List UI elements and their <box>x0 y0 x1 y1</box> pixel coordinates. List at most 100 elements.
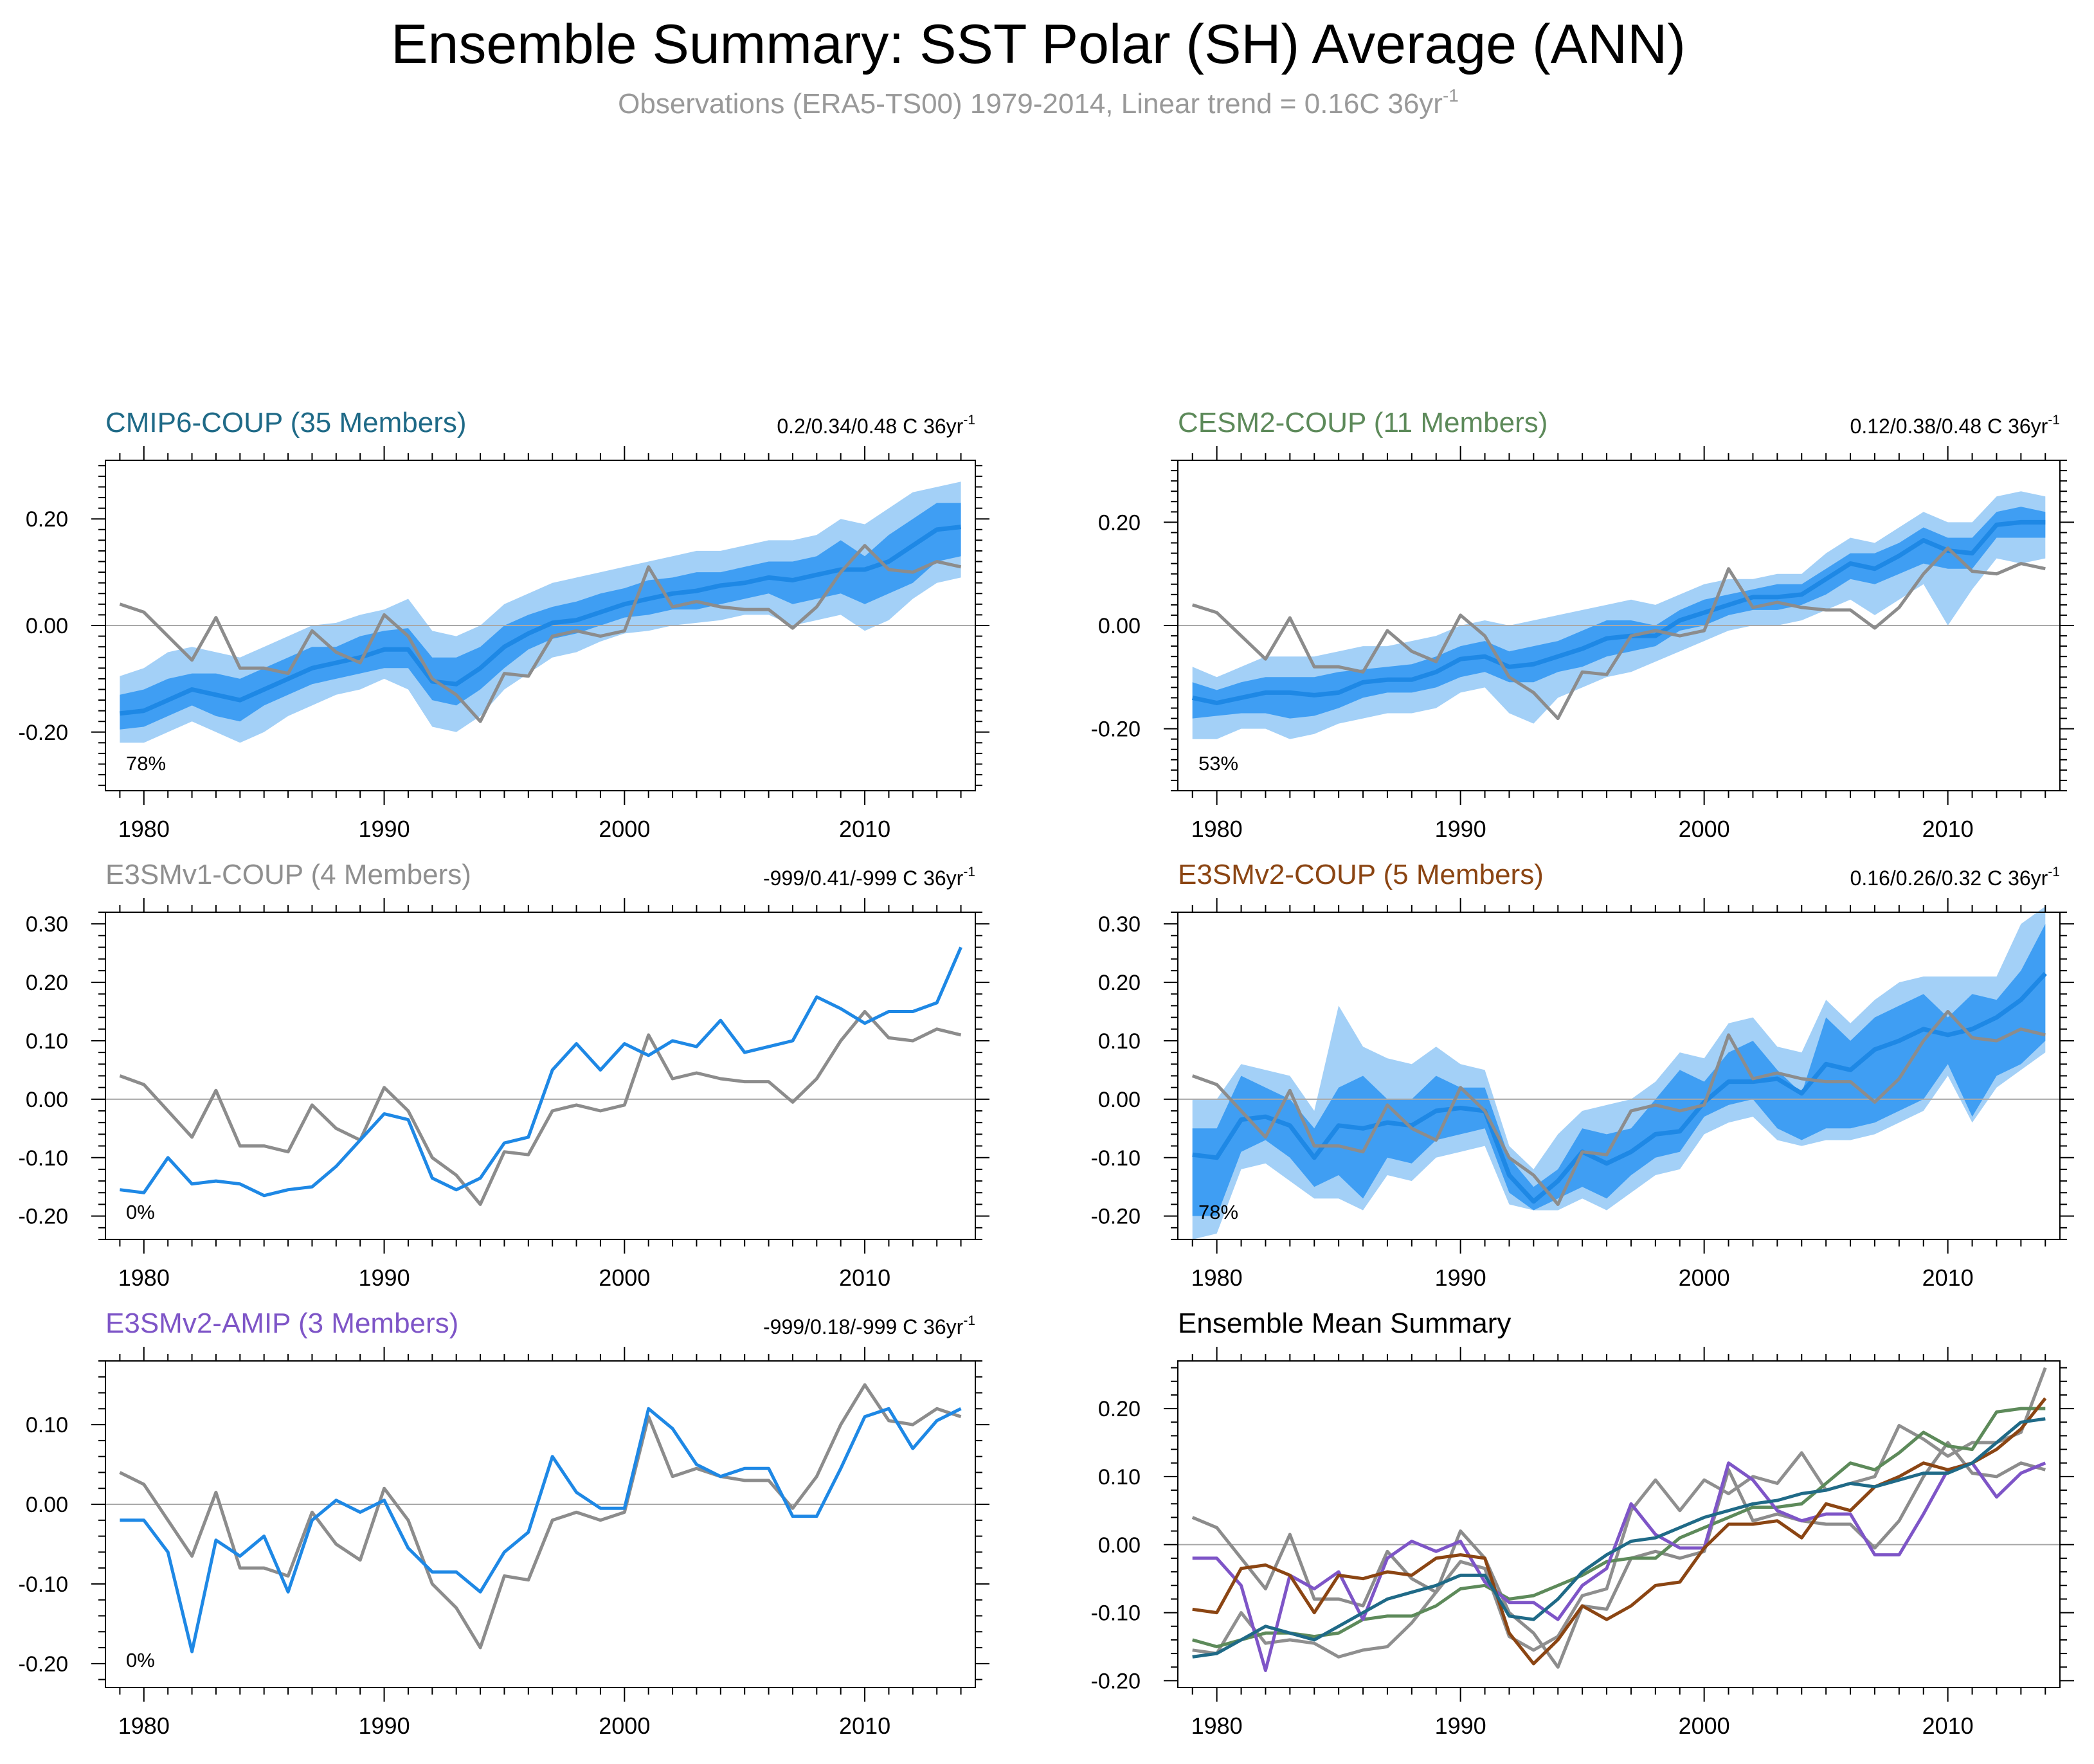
y-tick-label: 0.20 <box>1098 971 1141 995</box>
y-tick-label: 0.20 <box>1098 510 1141 535</box>
x-tick-label: 1980 <box>118 816 170 842</box>
y-tick-label: 0.00 <box>26 1088 68 1112</box>
x-tick-label: 1990 <box>1435 1713 1486 1739</box>
y-tick-label: -0.20 <box>19 1652 69 1677</box>
chart-panel-1: CMIP6-COUP (35 Members) 0.2/0.34/0.48 C 3… <box>19 407 989 842</box>
chart-panel-5: E3SMv2-AMIP (3 Members) -999/0.18/-999 C … <box>19 1308 989 1739</box>
y-tick-label: 0.30 <box>1098 912 1141 937</box>
observation-line <box>119 1010 962 1206</box>
chart-panel-2: CESM2-COUP (11 Members) 0.12/0.38/0.48 C … <box>1091 407 2074 842</box>
panel-trend-text: 0.12/0.38/0.48 C 36yr-1 <box>1850 413 2060 438</box>
ensemble-mean-line <box>120 946 962 1198</box>
chart-panel-6: Ensemble Mean Summary 1980 1990 2000 2010 -0.… <box>1091 1308 2074 1739</box>
x-tick-label: 2000 <box>1679 1713 1730 1739</box>
spread-band-inner <box>1192 924 2046 1216</box>
ensemble-mean-line <box>1191 519 2046 705</box>
x-tick-label: 2000 <box>599 1264 650 1291</box>
panel-title: Ensemble Mean Summary <box>1178 1308 1511 1339</box>
y-tick-label: 0.20 <box>1098 1397 1141 1421</box>
x-tick-label: 1990 <box>359 1264 410 1291</box>
ensemble-mean-line-4 <box>1192 1397 2047 1666</box>
panel-trend-text: -999/0.18/-999 C 36yr-1 <box>763 1313 975 1338</box>
y-tick-label: -0.20 <box>1091 1669 1141 1693</box>
y-tick-label: 0.10 <box>26 1413 68 1437</box>
ensemble-mean-line-5 <box>1192 1417 2046 1659</box>
y-tick-label: -0.10 <box>1091 1601 1141 1626</box>
panel-trend-text: -999/0.41/-999 C 36yr-1 <box>763 865 975 890</box>
x-tick-label: 2000 <box>1679 816 1730 842</box>
panel-title: E3SMv2-AMIP (3 Members) <box>105 1308 458 1339</box>
observation-line <box>119 1383 962 1650</box>
y-tick-label: -0.10 <box>19 1146 69 1171</box>
y-tick-label: -0.10 <box>1091 1146 1141 1171</box>
ensemble-mean-line <box>120 525 961 716</box>
observation-line <box>119 544 962 723</box>
x-tick-label: 2010 <box>1922 1713 1974 1739</box>
y-tick-label: 0.00 <box>1098 1088 1141 1112</box>
x-tick-label: 1980 <box>1191 816 1243 842</box>
x-tick-label: 2000 <box>599 1713 650 1739</box>
panel-title: E3SMv1-COUP (4 Members) <box>105 859 471 890</box>
y-tick-label: 0.00 <box>1098 614 1141 638</box>
percent-label: 53% <box>1198 752 1238 775</box>
ensemble-mean-line <box>1192 972 2047 1204</box>
spread-band-inner <box>120 503 961 730</box>
x-tick-label: 1990 <box>1435 816 1486 842</box>
x-tick-label: 2010 <box>839 1264 890 1291</box>
panel-title: CMIP6-COUP (35 Members) <box>105 407 467 438</box>
x-tick-label: 2000 <box>1679 1264 1730 1291</box>
y-tick-label: 0.20 <box>26 971 68 995</box>
y-tick-label: 0.20 <box>26 507 68 532</box>
percent-label: 0% <box>126 1201 155 1223</box>
y-tick-label: 0.10 <box>26 1029 68 1054</box>
x-tick-label: 1990 <box>1435 1264 1486 1291</box>
percent-label: 78% <box>126 752 166 775</box>
y-tick-label: -0.20 <box>19 1205 69 1229</box>
percent-label: 0% <box>126 1649 155 1671</box>
figure-subtitle-sup: -1 <box>1443 86 1459 105</box>
panel-title: CESM2-COUP (11 Members) <box>1178 407 1548 438</box>
x-tick-label: 2010 <box>839 1713 890 1739</box>
x-tick-label: 1980 <box>118 1713 170 1739</box>
figure-title: Ensemble Summary: SST Polar (SH) Average… <box>391 14 1686 75</box>
y-tick-label: -0.20 <box>1091 1205 1141 1229</box>
figure-subtitle-text: Observations (ERA5-TS00) 1979-2014, Line… <box>618 88 1443 120</box>
x-tick-label: 2000 <box>599 816 650 842</box>
panel-trend-text: 0.16/0.26/0.32 C 36yr-1 <box>1850 865 2060 890</box>
plot-frame <box>105 912 976 1240</box>
observation-line <box>1191 546 2046 721</box>
spread-band-inner <box>1192 507 2046 719</box>
x-tick-label: 1980 <box>1191 1713 1243 1739</box>
plot-frame <box>1177 1360 2061 1688</box>
observation-line <box>1191 1441 2046 1669</box>
observation-line <box>1191 1010 2046 1206</box>
y-tick-label: 0.00 <box>26 1493 68 1517</box>
ensemble-mean-line-2 <box>1192 1407 2046 1648</box>
ensemble-mean-line <box>120 1407 962 1653</box>
x-tick-label: 2010 <box>1922 816 1974 842</box>
figure-subtitle: Observations (ERA5-TS00) 1979-2014, Line… <box>618 86 1459 120</box>
y-tick-label: 0.00 <box>1098 1533 1141 1558</box>
panel-trend-text: 0.2/0.34/0.48 C 36yr-1 <box>777 413 975 438</box>
x-tick-label: 1990 <box>359 1713 410 1739</box>
y-tick-label: 0.30 <box>26 912 68 937</box>
chart-panel-3: E3SMv1-COUP (4 Members) -999/0.41/-999 C … <box>19 859 989 1291</box>
x-tick-label: 2010 <box>839 816 890 842</box>
panels: CMIP6-COUP (35 Members) 0.2/0.34/0.48 C 3… <box>19 407 2074 1739</box>
panel-title: E3SMv2-COUP (5 Members) <box>1178 859 1544 890</box>
y-tick-label: 0.00 <box>26 614 68 638</box>
y-tick-label: -0.10 <box>19 1572 69 1597</box>
x-tick-label: 1990 <box>359 816 410 842</box>
x-tick-label: 2010 <box>1922 1264 1974 1291</box>
y-tick-label: -0.20 <box>1091 717 1141 742</box>
ensemble-mean-line-3 <box>1192 1461 2046 1672</box>
percent-label: 78% <box>1198 1201 1238 1223</box>
x-tick-label: 1980 <box>118 1264 170 1291</box>
plot-frame <box>105 1360 976 1688</box>
y-tick-label: -0.20 <box>19 721 69 745</box>
chart-panel-4: E3SMv2-COUP (5 Members) 0.16/0.26/0.32 C … <box>1091 859 2074 1291</box>
y-tick-label: 0.10 <box>1098 1465 1141 1490</box>
y-tick-label: 0.10 <box>1098 1029 1141 1054</box>
x-tick-label: 1980 <box>1191 1264 1243 1291</box>
